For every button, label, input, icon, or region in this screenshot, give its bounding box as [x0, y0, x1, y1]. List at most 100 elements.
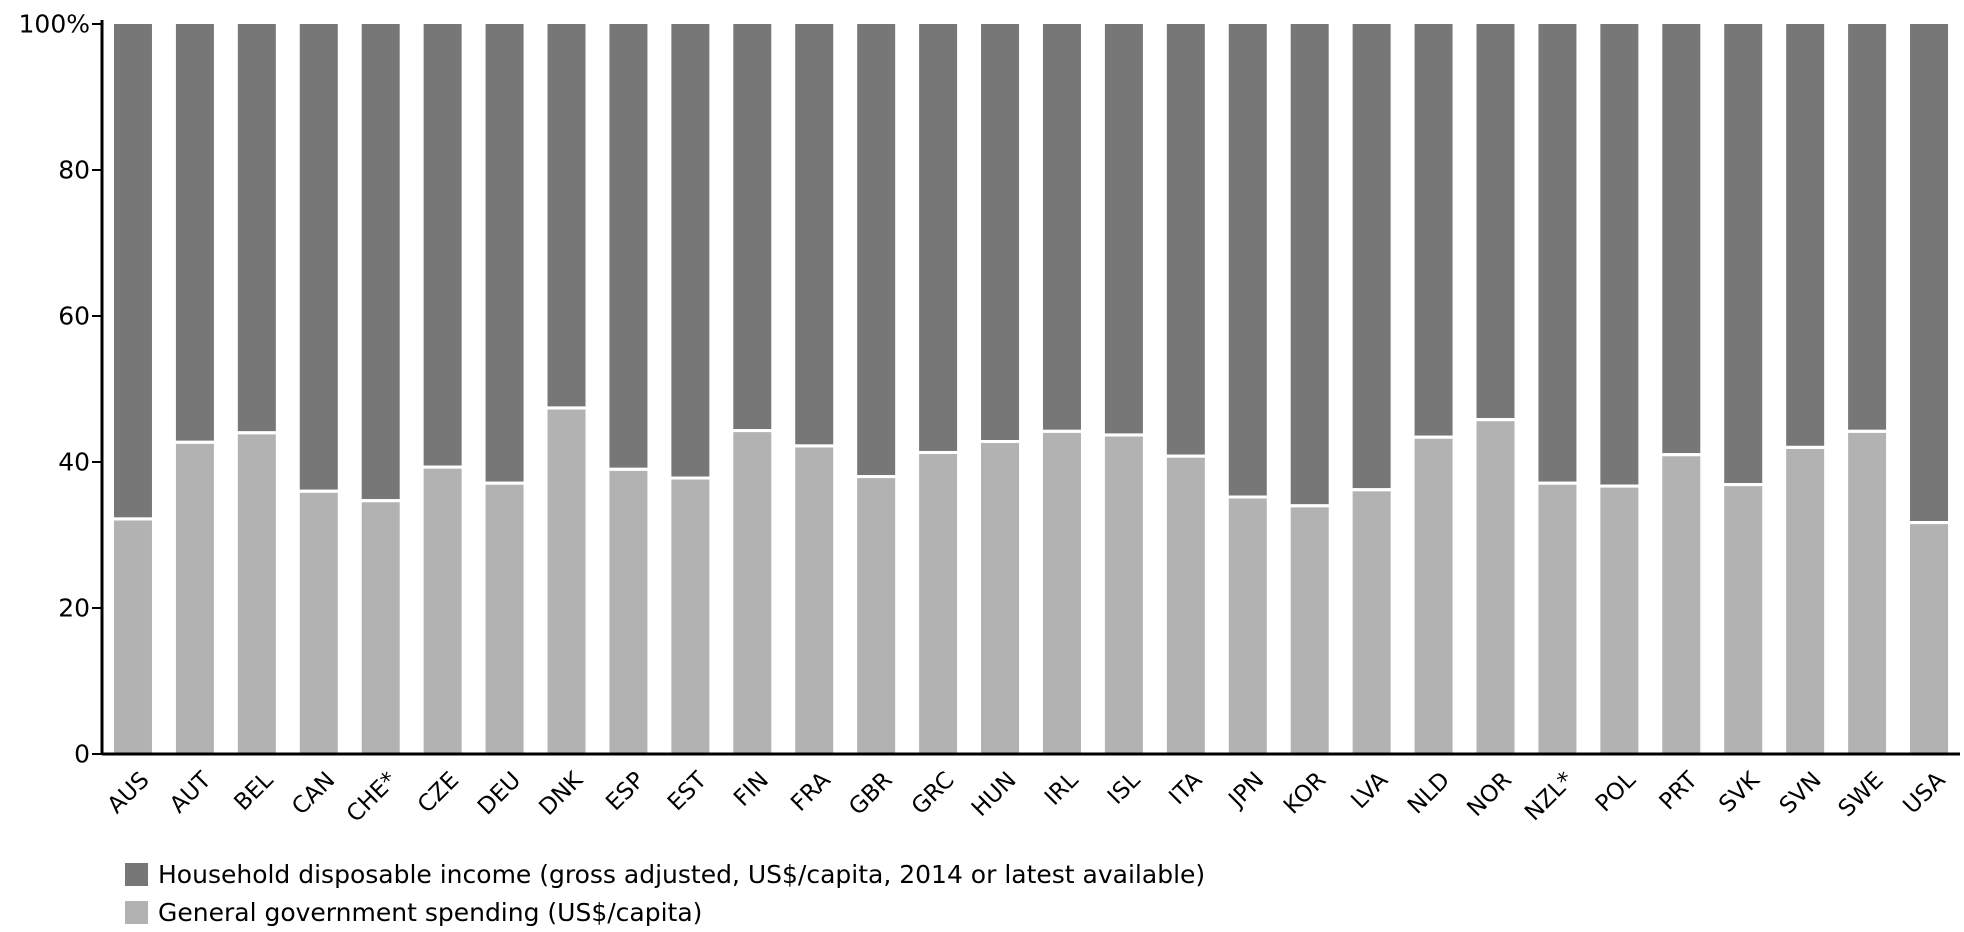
bar-government-deu	[485, 484, 524, 754]
bar-separator	[1166, 454, 1205, 458]
legend-item-household: Household disposable income (gross adjus…	[125, 855, 1205, 893]
bar-separator	[1476, 418, 1515, 422]
x-tick-label: KOR	[1279, 767, 1331, 819]
x-tick-label: SWE	[1834, 767, 1889, 822]
bar-household-cze	[423, 24, 462, 466]
y-tick-label: 0	[74, 740, 90, 769]
bar-household-hun	[981, 24, 1020, 441]
x-tick-label: NZL*	[1520, 767, 1579, 826]
x-tick-label: EST	[663, 767, 713, 817]
bar-government-can	[299, 492, 338, 754]
bar-household-pol	[1600, 24, 1639, 485]
bar-separator	[361, 499, 400, 503]
bar-government-nld	[1414, 438, 1453, 754]
bar-household-gbr	[857, 24, 896, 476]
x-tick-label: SVK	[1714, 767, 1765, 818]
bar-household-prt	[1662, 24, 1701, 454]
bar-separator	[1724, 483, 1763, 487]
bar-separator	[1042, 429, 1081, 433]
bar-government-esp	[609, 470, 648, 754]
legend: Household disposable income (gross adjus…	[125, 855, 1205, 931]
bar-household-nzl	[1538, 24, 1577, 482]
bar-government-che	[361, 502, 400, 754]
bar-government-prt	[1662, 456, 1701, 754]
bar-separator	[299, 489, 338, 493]
bar-household-can	[299, 24, 338, 490]
x-tick-label: CZE	[413, 767, 464, 818]
bar-separator	[1848, 429, 1887, 433]
bar-government-dnk	[547, 409, 586, 754]
bar-household-che	[361, 24, 400, 500]
x-tick-label: AUS	[103, 767, 155, 819]
bar-separator	[1290, 504, 1329, 508]
x-tick-label: BEL	[230, 767, 279, 816]
bar-separator	[1910, 521, 1949, 525]
bar-government-fra	[795, 447, 834, 754]
bar-household-isl	[1104, 24, 1143, 434]
legend-label-household: Household disposable income (gross adjus…	[158, 859, 1206, 889]
bar-separator	[1786, 445, 1825, 449]
bar-government-est	[671, 479, 710, 754]
bar-separator	[671, 476, 710, 480]
bar-government-swe	[1848, 432, 1887, 754]
bar-government-svn	[1786, 448, 1825, 754]
x-tick-label: AUT	[165, 767, 217, 819]
bar-separator	[1104, 433, 1143, 437]
bar-separator	[1352, 488, 1391, 492]
x-tick-label: ITA	[1164, 767, 1207, 810]
bar-household-nld	[1414, 24, 1453, 436]
y-axis: 0 20 40 60 80 100%	[19, 10, 104, 769]
bar-government-jpn	[1228, 498, 1267, 754]
bar-government-hun	[981, 443, 1020, 754]
y-tick-label: 20	[58, 594, 90, 623]
bar-government-kor	[1290, 507, 1329, 754]
bar-household-swe	[1848, 24, 1887, 430]
bar-household-ita	[1166, 24, 1205, 455]
bar-government-irl	[1042, 432, 1081, 754]
x-tick-label: HUN	[967, 767, 1022, 822]
bar-household-deu	[485, 24, 524, 482]
x-tick-label: GRC	[907, 767, 960, 820]
bar-household-esp	[609, 24, 648, 468]
bar-separator	[1414, 435, 1453, 439]
y-tick-label: 60	[58, 302, 90, 331]
bar-household-svk	[1724, 24, 1763, 484]
bar-separator	[175, 440, 214, 444]
bar-government-pol	[1600, 487, 1639, 754]
x-tick-label: SVN	[1775, 767, 1827, 819]
y-tick-label: 40	[58, 448, 90, 477]
bar-separator	[547, 406, 586, 410]
bar-household-kor	[1290, 24, 1329, 505]
bar-household-aut	[175, 24, 214, 441]
bar-household-fin	[733, 24, 772, 430]
bar-household-jpn	[1228, 24, 1267, 496]
legend-item-government: General government spending (US$/capita)	[125, 893, 1205, 931]
x-tick-label: FIN	[729, 767, 774, 812]
x-tick-label: ISL	[1103, 767, 1146, 810]
legend-swatch-government	[125, 900, 148, 924]
bar-household-lva	[1352, 24, 1391, 489]
y-tick-label: 100%	[19, 10, 90, 39]
bar-household-aus	[113, 24, 152, 518]
bar-government-fin	[733, 432, 772, 754]
x-tick-label: JPN	[1223, 767, 1270, 814]
bar-government-nzl	[1538, 484, 1577, 754]
x-tick-label: NLD	[1403, 767, 1455, 819]
bar-separator	[237, 431, 276, 435]
x-tick-label: CHE*	[342, 767, 402, 827]
x-tick-label: CAN	[287, 767, 340, 820]
bar-government-gbr	[857, 478, 896, 754]
bar-household-svn	[1786, 24, 1825, 446]
x-tick-label: IRL	[1040, 767, 1084, 811]
bar-separator	[1600, 484, 1639, 488]
bar-government-aus	[113, 520, 152, 754]
x-tick-label: USA	[1899, 767, 1951, 819]
bar-government-lva	[1352, 491, 1391, 754]
legend-label-government: General government spending (US$/capita)	[158, 897, 703, 927]
bar-separator	[609, 467, 648, 471]
x-tick-label: NOR	[1462, 767, 1517, 822]
bar-separator	[919, 450, 958, 454]
bar-government-bel	[237, 434, 276, 754]
